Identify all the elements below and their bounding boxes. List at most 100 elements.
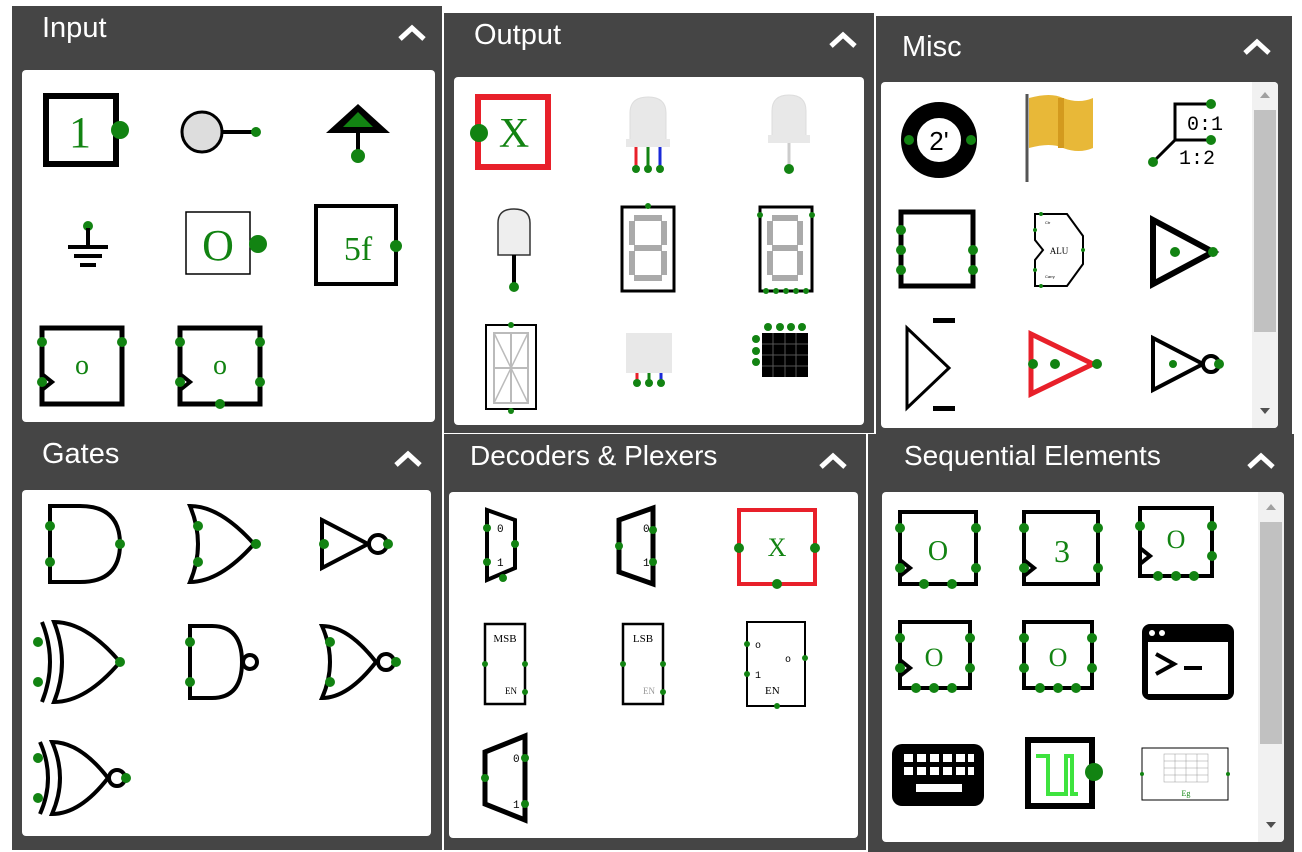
dec-decoder-en: EN (765, 685, 780, 697)
sequential-scroll-down-icon[interactable] (1266, 822, 1276, 828)
input-power-tile[interactable] (318, 98, 398, 170)
misc-tristate-tile[interactable] (901, 318, 965, 416)
seq-ram-tile[interactable]: Eg (1138, 744, 1234, 808)
gate-nor-tile[interactable] (312, 620, 404, 704)
sequential-panel: Sequential Elements O 3 (868, 434, 1294, 852)
misc-splitter-tile[interactable]: 0:1 1:2 (1145, 96, 1235, 178)
misc-flag-tile[interactable] (1021, 90, 1101, 184)
dec-msb-label: MSB (493, 633, 516, 645)
seq-jk-tile[interactable]: O (894, 616, 978, 696)
output-led-tile[interactable] (764, 91, 814, 177)
decoders-panel: Decoders & Plexers 0 1 0 1 (444, 434, 866, 850)
sequential-panel-body: O 3 O (882, 492, 1284, 842)
dec-mux-tile[interactable]: 0 1 (475, 506, 535, 586)
misc-alu-ctr: Ctr (1045, 220, 1051, 225)
seq-keyboard-icon[interactable] (888, 740, 988, 810)
gate-not-tile[interactable] (316, 514, 400, 574)
dec-tristate-value: X (768, 533, 787, 562)
dec-priority-0: 0 (513, 754, 520, 766)
output-panel-body: X (454, 77, 864, 425)
dec-lsb-en: EN (643, 686, 655, 696)
gates-panel-title: Gates (42, 438, 120, 470)
input-stepper2-value: o (213, 350, 227, 381)
misc-alu-label: ALU (1050, 246, 1069, 256)
misc-panel-body: 2' 0:1 1:2 (881, 82, 1278, 428)
output-seven-segment-dot-tile[interactable] (754, 201, 816, 297)
dec-decoder-o1: o (755, 641, 761, 652)
sequential-collapse-chevron-up-icon[interactable] (1246, 452, 1276, 470)
input-stepper-tile[interactable]: o (36, 322, 128, 410)
seq-dflip-tile[interactable]: O (894, 506, 986, 592)
output-rgb-led-tile[interactable] (622, 93, 674, 177)
dec-lsb-tile[interactable]: LSB EN (617, 620, 669, 708)
input-collapse-chevron-up-icon[interactable] (397, 24, 427, 42)
output-probe-tile[interactable]: X (468, 93, 554, 173)
misc-panel: Misc 2' 0:1 1:2 (876, 16, 1292, 436)
output-seven-segment-tile[interactable] (616, 201, 680, 297)
misc-scrollbar[interactable] (1252, 82, 1278, 428)
misc-controlled-buffer-tile[interactable] (1023, 328, 1107, 400)
dec-decoder-tile[interactable]: o o 1 EN (741, 616, 811, 712)
output-digital-led-tile[interactable] (492, 205, 536, 297)
gates-collapse-chevron-up-icon[interactable] (393, 450, 423, 468)
dec-lsb-label: LSB (633, 633, 653, 645)
gate-xor-tile[interactable] (30, 616, 126, 706)
seq-ram-label: Eg (1182, 789, 1191, 798)
decoders-collapse-chevron-up-icon[interactable] (818, 452, 848, 470)
misc-alu-tile[interactable]: ALU Ctr Carry (1031, 210, 1091, 290)
output-square-rgb-tile[interactable] (622, 329, 676, 391)
sequential-scrollbar[interactable] (1258, 492, 1284, 842)
output-collapse-chevron-up-icon[interactable] (828, 31, 858, 49)
dec-tristate-tile[interactable]: X (729, 506, 829, 592)
misc-scroll-thumb[interactable] (1254, 110, 1276, 332)
seq-counter-tile[interactable]: 3 (1018, 506, 1108, 592)
decoders-panel-body: 0 1 0 1 X (449, 492, 858, 838)
gate-or-tile[interactable] (180, 500, 264, 586)
seq-clock-tile[interactable] (1022, 734, 1106, 812)
input-button-tile[interactable]: 1 (40, 90, 130, 170)
input-constant-value: 5f (344, 231, 373, 268)
input-panel-body: 1 (22, 70, 435, 422)
dec-demux-tile[interactable]: 0 1 (609, 504, 669, 588)
misc-buffer-tile[interactable] (1145, 214, 1225, 289)
gate-and-tile[interactable] (40, 500, 126, 586)
dec-msb-en: EN (505, 686, 517, 696)
seq-sr-value: O (1049, 643, 1068, 672)
misc-scroll-up-icon[interactable] (1260, 92, 1270, 98)
input-stepper2-tile[interactable]: o (174, 322, 266, 410)
dec-demux-out0: 0 (643, 524, 650, 536)
misc-scroll-down-icon[interactable] (1260, 408, 1270, 414)
input-pin-tile[interactable] (174, 102, 264, 158)
seq-terminal-icon[interactable] (1138, 620, 1238, 704)
seq-sr-tile[interactable]: O (1018, 616, 1098, 696)
seq-tflip-value: O (1167, 525, 1186, 554)
gate-xnor-tile[interactable] (30, 736, 131, 820)
sequential-scroll-up-icon[interactable] (1266, 504, 1276, 510)
seq-counter-value: 3 (1054, 533, 1070, 569)
dec-decoder-o2: o (785, 655, 791, 666)
input-panel-title: Input (42, 12, 107, 44)
seq-tflip-tile[interactable]: O (1134, 504, 1220, 584)
dec-mux-in0: 0 (497, 524, 504, 536)
misc-twos-complement-value: 2' (929, 126, 948, 156)
sequential-scroll-thumb[interactable] (1260, 522, 1282, 744)
output-matrix-tile[interactable] (750, 321, 814, 381)
misc-not-tile[interactable] (1147, 332, 1229, 396)
input-ground-tile[interactable] (60, 220, 116, 278)
output-panel: Output X (444, 13, 874, 433)
input-output-tile[interactable]: O (182, 208, 272, 278)
dec-priority-encoder-tile[interactable]: 0 1 (473, 732, 539, 824)
misc-alu-carry: Carry (1045, 274, 1055, 279)
output-probe-value: X (499, 111, 529, 157)
dec-demux-out1: 1 (643, 558, 650, 570)
input-output-value: O (202, 221, 234, 270)
output-sixteen-segment-tile[interactable] (482, 321, 540, 415)
dec-msb-tile[interactable]: MSB EN (479, 620, 531, 708)
input-constant-tile[interactable]: 5f (312, 202, 412, 288)
misc-splitter-top: 0:1 (1187, 114, 1223, 137)
dec-mux-in1: 1 (497, 558, 504, 570)
gate-nand-tile[interactable] (180, 620, 264, 704)
misc-twos-complement-tile[interactable]: 2' (899, 100, 981, 180)
misc-collapse-chevron-up-icon[interactable] (1242, 38, 1272, 56)
misc-rectangle-tile[interactable] (895, 206, 981, 292)
